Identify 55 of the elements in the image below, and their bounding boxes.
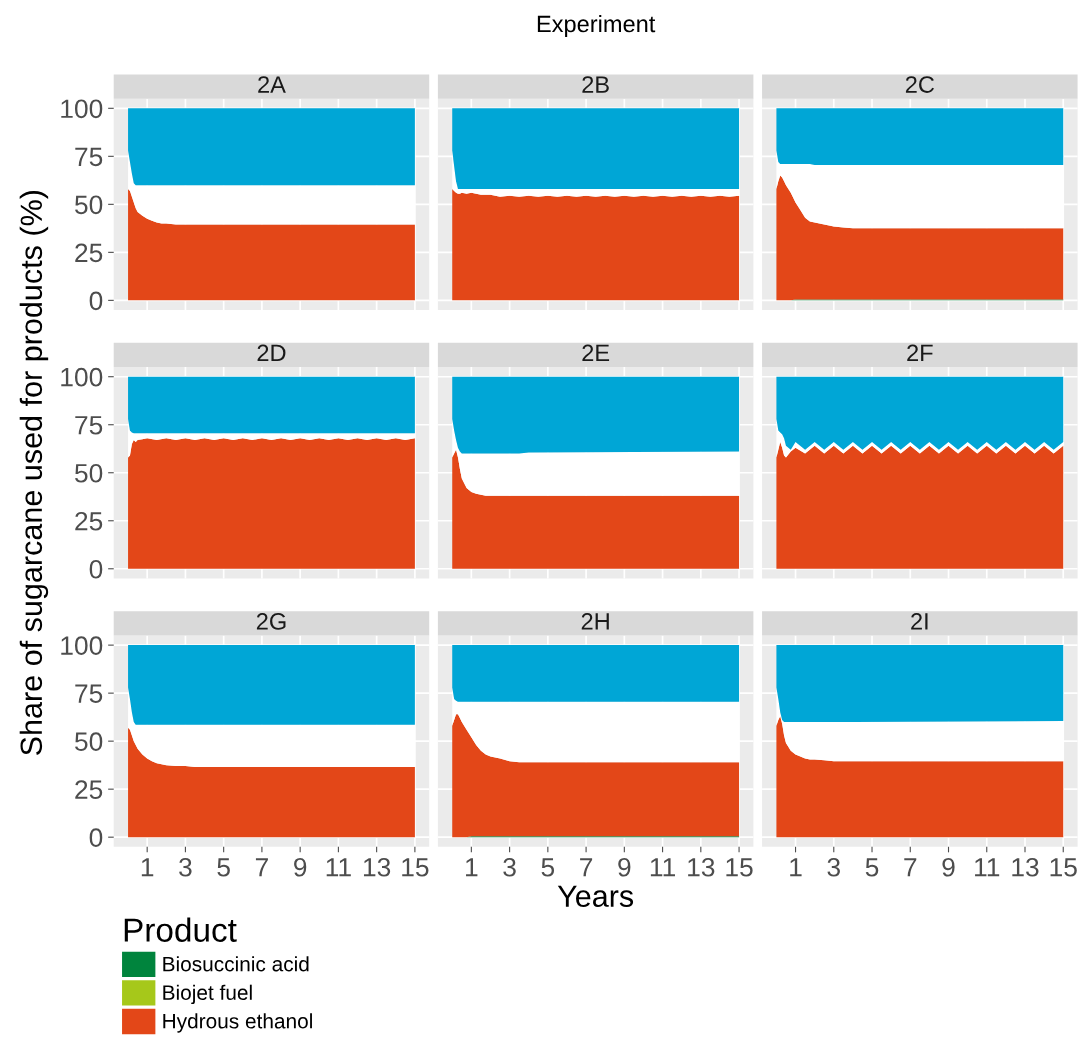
x-tick-label: 15 (402, 858, 429, 877)
chart-title: 2D (257, 344, 286, 362)
y-tick-label: 75 (75, 416, 103, 435)
y-tick-label: 50 (75, 732, 103, 751)
y-tick-label: 50 (75, 463, 103, 483)
y-tick-label: 100 (61, 367, 103, 387)
x-tick-label: 15 (1050, 858, 1077, 877)
y-axis-title: Share of sugarcane used for products (%) (19, 190, 49, 755)
legend-title: Product (124, 917, 237, 942)
chart-title: 2F (907, 344, 933, 362)
y-tick-label: 25 (75, 780, 103, 799)
chart-title: 2A (258, 76, 286, 93)
chart-title: 2G (256, 612, 286, 630)
x-tick-label: 3 (179, 857, 192, 877)
chart-title: 2B (582, 76, 609, 93)
legend-label: Biojet fuel (163, 984, 252, 1005)
chart-title: 2C (905, 76, 935, 93)
text: Experiment (537, 14, 656, 37)
y-tick-label: 0 (89, 291, 103, 311)
x-tick-label: 9 (618, 857, 631, 877)
x-tick-label: 3 (827, 857, 840, 877)
x-axis-title: Years (557, 885, 634, 908)
y-tick-label: 75 (75, 147, 103, 167)
x-tick-label: 9 (294, 857, 307, 877)
x-tick-label: 3 (503, 857, 516, 877)
x-tick-label: 1 (466, 858, 478, 877)
x-tick-label: 7 (904, 858, 917, 877)
y-tick-label: 25 (75, 511, 103, 531)
chart-title: 2E (582, 344, 610, 362)
x-tick-label: 9 (942, 857, 955, 877)
y-tick-label: 100 (61, 636, 103, 655)
x-tick-label: 11 (975, 858, 1000, 877)
y-tick-label: 0 (89, 828, 103, 847)
x-tick-label: 1 (790, 858, 802, 877)
x-tick-label: 13 (363, 857, 391, 877)
x-tick-label: 15 (726, 858, 753, 877)
x-tick-label: 13 (688, 857, 715, 877)
chart-title: 2H (581, 612, 609, 630)
x-tick-label: 7 (255, 858, 268, 877)
legend-label: Biosuccinic acid (163, 956, 309, 972)
y-tick-label: 75 (75, 684, 103, 703)
x-tick-label: 11 (650, 858, 675, 877)
x-tick-label: 5 (865, 858, 879, 877)
x-tick-label: 13 (1012, 857, 1039, 877)
y-tick-label: 100 (61, 99, 103, 119)
x-tick-label: 1 (141, 858, 154, 877)
legend-label: Hydrous ethanol (163, 1013, 312, 1033)
chart-title: 2I (911, 612, 928, 630)
x-tick-label: 7 (580, 858, 593, 877)
x-tick-label: 5 (541, 858, 555, 877)
y-tick-label: 25 (75, 243, 103, 263)
y-tick-label: 0 (89, 559, 103, 579)
x-tick-label: 5 (217, 858, 230, 877)
x-tick-label: 11 (326, 858, 351, 877)
y-tick-label: 50 (75, 195, 103, 215)
